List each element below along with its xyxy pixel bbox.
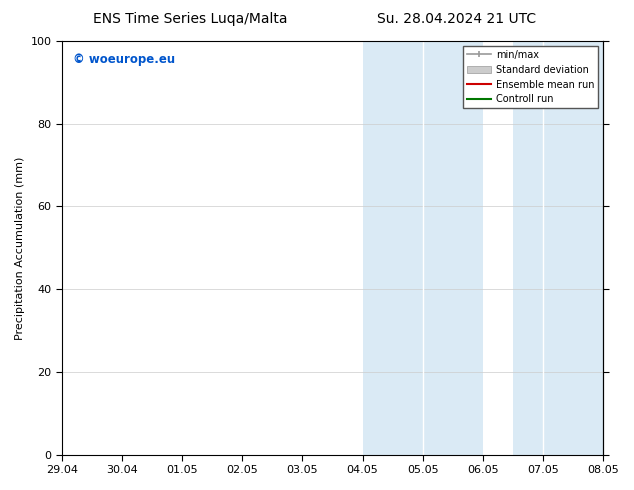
Y-axis label: Precipitation Accumulation (mm): Precipitation Accumulation (mm) [15,156,25,340]
Text: ENS Time Series Luqa/Malta: ENS Time Series Luqa/Malta [93,12,287,26]
Text: © woeurope.eu: © woeurope.eu [73,53,175,67]
Bar [363,41,392,455]
Text: Su. 28.04.2024 21 UTC: Su. 28.04.2024 21 UTC [377,12,536,26]
Bar [513,41,543,455]
Bar [392,41,483,455]
Bar [543,41,615,455]
Legend: min/max, Standard deviation, Ensemble mean run, Controll run: min/max, Standard deviation, Ensemble me… [463,46,598,108]
